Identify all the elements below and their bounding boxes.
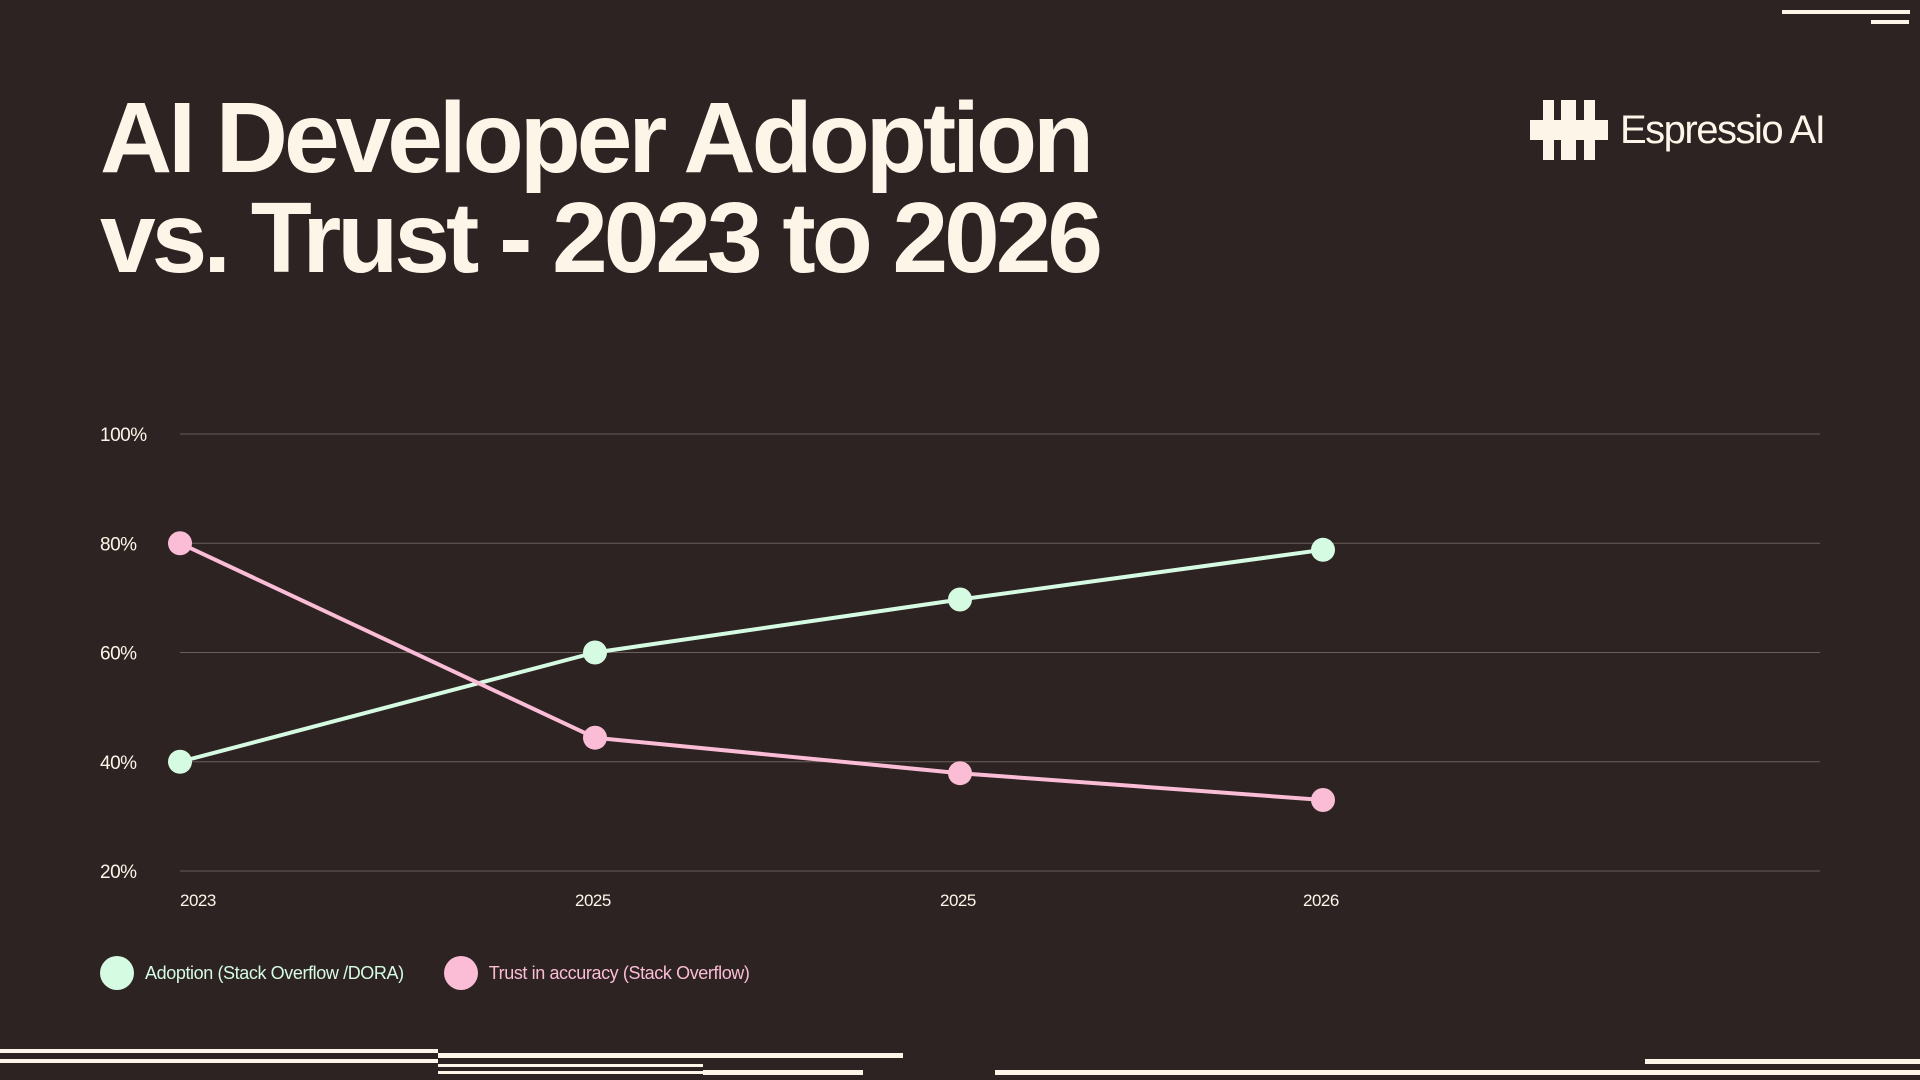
deco-stripe-bottom-8 — [1645, 1059, 1920, 1064]
deco-stripe-bottom-3 — [438, 1053, 903, 1058]
data-point-adoption — [583, 640, 607, 665]
deco-stripe-bottom-2 — [0, 1059, 438, 1063]
data-point-trust — [948, 761, 972, 786]
brand-name: Espressio AI — [1620, 107, 1826, 152]
deco-stripe-bottom-4 — [438, 1064, 703, 1067]
legend-swatch-trust — [443, 956, 478, 990]
series-line-adoption — [178, 547, 1325, 764]
y-tick-label: 40% — [100, 753, 137, 774]
y-tick-label: 60% — [100, 644, 137, 665]
legend-label-trust: Trust in accuracy (Stack Overflow) — [488, 962, 750, 983]
deco-stripe-top-1 — [1782, 10, 1910, 14]
data-point-trust — [168, 531, 192, 556]
deco-stripe-bottom-6 — [703, 1070, 863, 1075]
y-tick-label: 100% — [100, 425, 147, 446]
data-point-adoption — [948, 587, 972, 612]
brand: Espressio AI — [1530, 100, 1826, 160]
deco-stripe-bottom-1 — [0, 1049, 438, 1053]
data-point-trust — [1311, 787, 1335, 812]
data-point-adoption — [1311, 537, 1335, 562]
espressio-logo-icon — [1530, 100, 1608, 160]
series-line-trust — [178, 541, 1325, 802]
chart-legend: Adoption (Stack Overflow /DORA) Trust in… — [100, 955, 790, 991]
y-tick-label: 80% — [100, 534, 137, 555]
legend-item-trust: Trust in accuracy (Stack Overflow) — [443, 956, 750, 990]
data-point-adoption — [168, 749, 192, 774]
x-tick-label: 2023 — [180, 891, 216, 910]
deco-stripe-top-2 — [1871, 20, 1909, 24]
chart-title-line-2: vs. Trust - 2023 to 2026 — [100, 182, 1103, 294]
deco-stripe-bottom-5 — [438, 1071, 703, 1074]
y-tick-label: 20% — [100, 862, 137, 883]
legend-item-adoption: Adoption (Stack Overflow /DORA) — [100, 956, 404, 990]
x-tick-label: 2025 — [940, 891, 976, 910]
deco-stripe-bottom-7 — [995, 1070, 1920, 1075]
legend-label-adoption: Adoption (Stack Overflow /DORA) — [145, 962, 404, 983]
x-tick-label: 2025 — [575, 891, 611, 910]
x-tick-label: 2026 — [1303, 891, 1339, 910]
chart-title-line-1: AI Developer Adoption — [100, 82, 1094, 194]
data-point-trust — [583, 725, 607, 750]
chart-title: AI Developer Adoption vs. Trust - 2023 t… — [100, 82, 1103, 294]
legend-swatch-adoption — [100, 956, 134, 990]
